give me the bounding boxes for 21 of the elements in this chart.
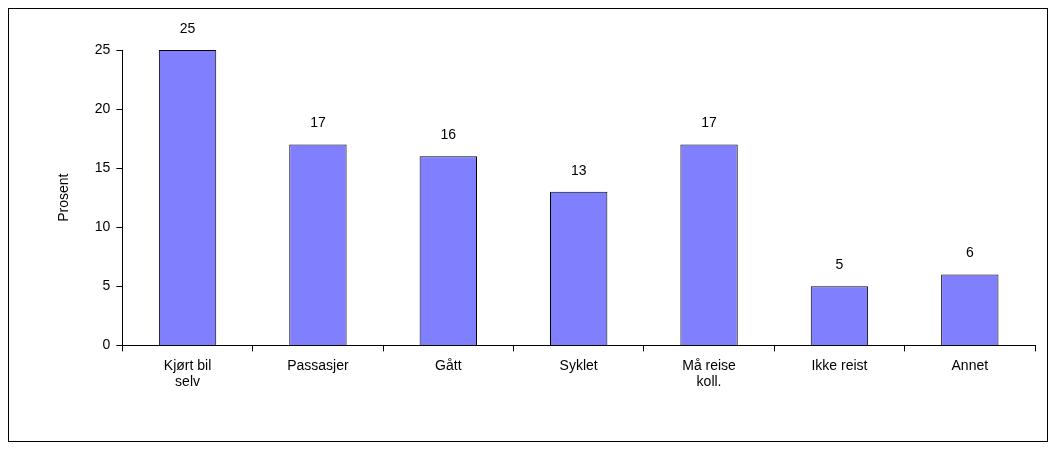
data-label: 25: [179, 19, 196, 36]
x-tick-label: Syklet: [559, 356, 598, 373]
y-tick-label: 20: [94, 99, 111, 116]
y-tick-label: 25: [94, 40, 111, 57]
y-tick-label: 15: [94, 159, 111, 176]
y-tick-label: 10: [94, 218, 111, 235]
y-tick-label: 0: [102, 336, 111, 353]
x-tick-label: Passasjer: [287, 356, 350, 373]
x-tick-label: Annet: [951, 356, 989, 373]
y-tick-label: 5: [102, 277, 111, 294]
data-label: 16: [440, 126, 457, 143]
data-label: 6: [965, 244, 974, 261]
data-label: 17: [701, 114, 718, 131]
x-tick-label: Må reise koll.: [682, 356, 737, 390]
data-label: 17: [310, 114, 326, 131]
x-tick-label: Gått: [435, 356, 462, 373]
data-label: 13: [570, 161, 587, 178]
data-label: 5: [835, 256, 844, 273]
y-axis-title: Prosent: [55, 173, 72, 222]
x-tick-label: Kjørt bil selv: [163, 356, 212, 390]
x-tick-label: Ikke reist: [811, 356, 868, 373]
